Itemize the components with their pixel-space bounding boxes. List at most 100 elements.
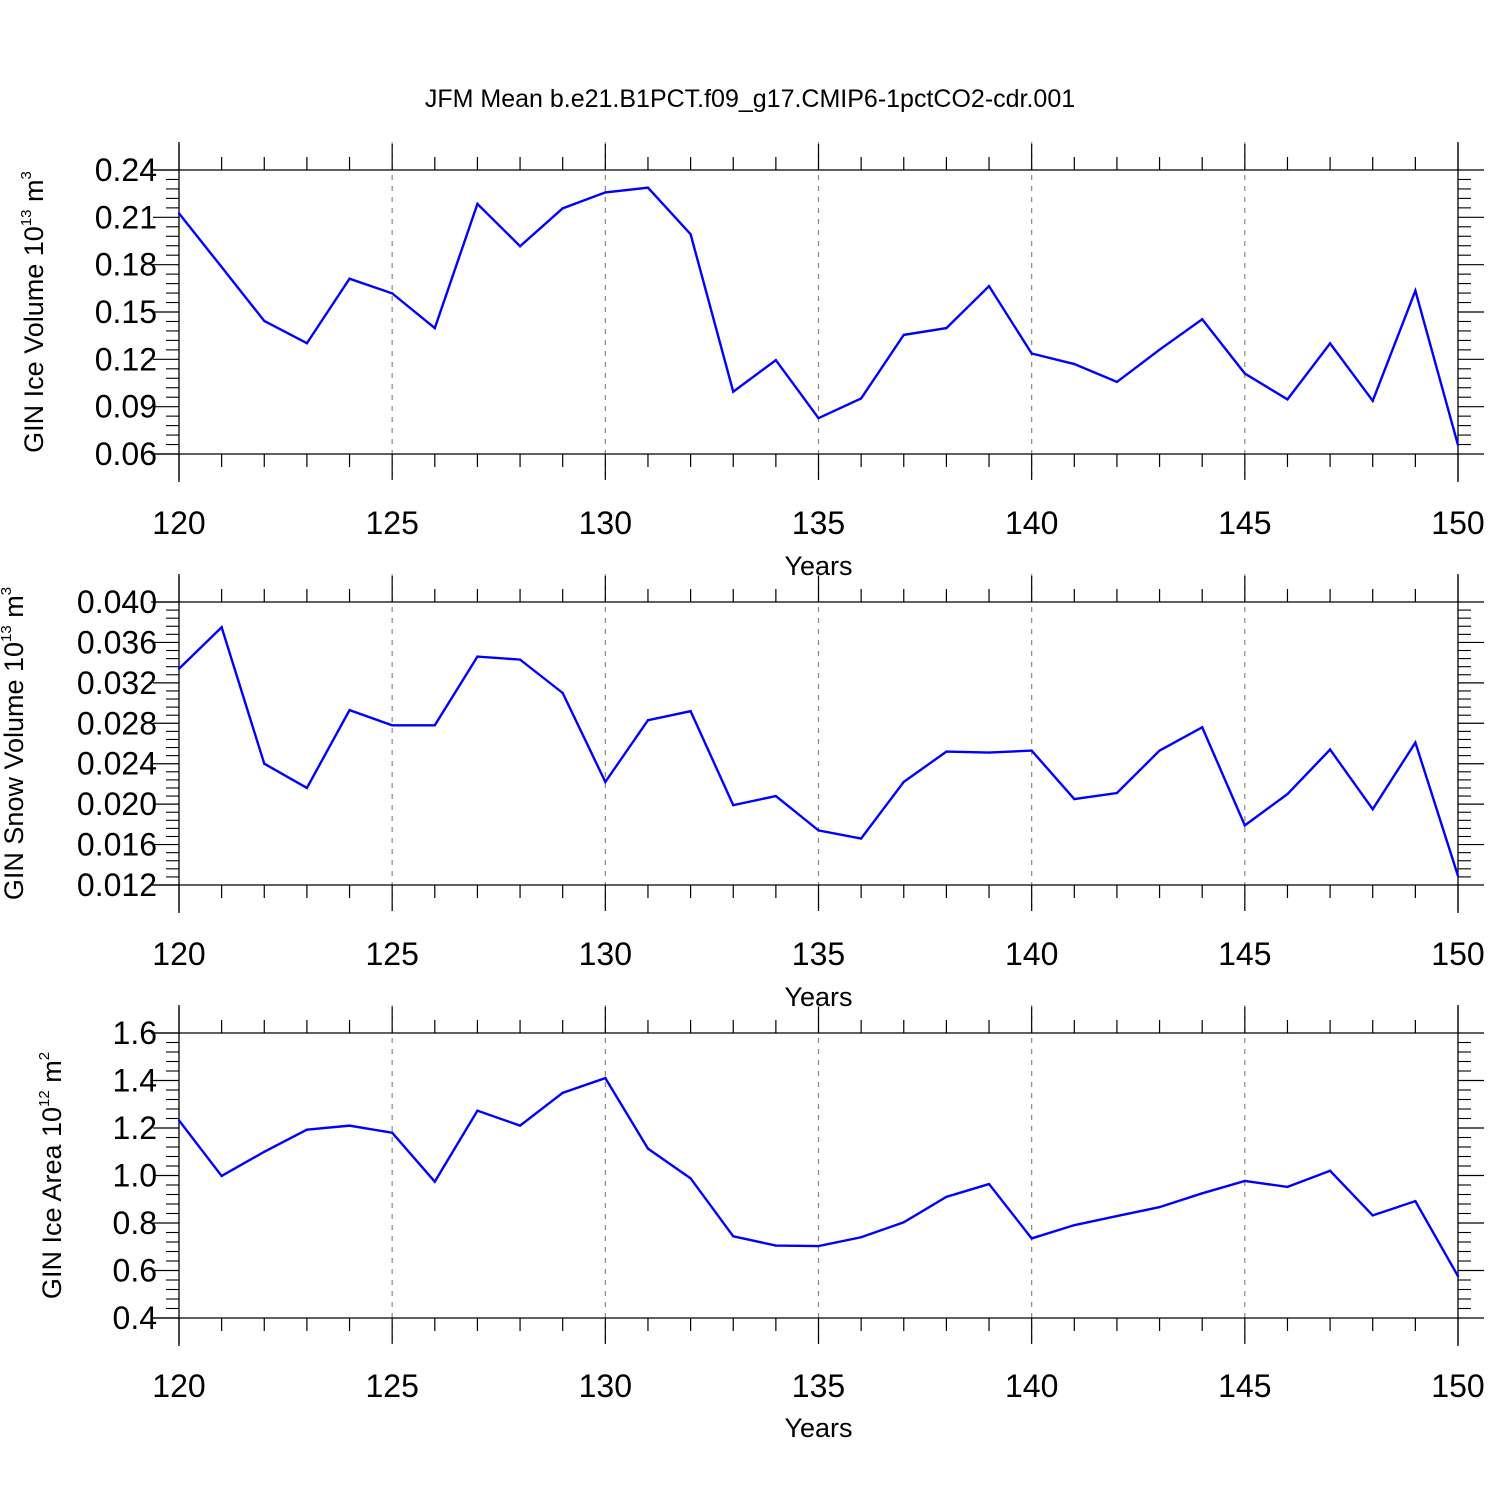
data-point: [902, 333, 905, 337]
data-point: [1456, 874, 1460, 878]
data-point: [1115, 380, 1119, 384]
data-point: [945, 1195, 948, 1199]
x-tick-label: 120: [152, 505, 205, 541]
data-point: [945, 326, 948, 330]
data-point: [859, 837, 863, 840]
y-axis-title-text: GIN Ice Volume 10: [19, 226, 49, 453]
data-point: [732, 390, 735, 393]
x-tick-label: 150: [1431, 1368, 1484, 1404]
data-point: [646, 1147, 650, 1150]
chart-panels: 120 125 130 135 140 145 150 0.06 0.09 0.12 0.15 0.1…: [0, 142, 1485, 1443]
data-point: [1030, 352, 1033, 355]
y-axis-title-superscript: 3: [18, 171, 35, 179]
data-point: [987, 284, 991, 288]
data-point: [1371, 1214, 1374, 1217]
y-tick-label: 1.0: [113, 1158, 157, 1194]
data-point: [1414, 1199, 1417, 1203]
x-tick-label: 125: [365, 505, 418, 541]
y-axis-title-text: GIN Ice Area 10: [37, 1107, 67, 1299]
data-point: [902, 1221, 905, 1224]
x-tick-label: 135: [792, 936, 845, 972]
data-point: [1201, 318, 1204, 321]
data-point: [1328, 342, 1332, 345]
panel-3: 120 125 130 135 140 145 150 0.4 0.6 0.8 1.0 1.2 1.4 1…: [36, 1005, 1485, 1443]
data-point: [348, 1124, 351, 1127]
y-axis-title-superscript: 13: [18, 210, 35, 227]
y-tick-label: 0.020: [77, 786, 157, 822]
data-point: [1030, 1237, 1033, 1240]
data-point: [646, 719, 650, 722]
y-axis-title-superscript: 2: [36, 1052, 53, 1060]
data-point: [518, 245, 522, 248]
data-point: [390, 292, 394, 295]
y-tick-label: 0.4: [113, 1300, 157, 1336]
data-point: [1286, 1185, 1289, 1189]
data-point: [817, 416, 820, 420]
x-tick-label: 140: [1005, 505, 1058, 541]
y-tick-label: 0.21: [95, 199, 157, 235]
y-axis-title-superscript: 3: [0, 587, 15, 595]
data-point: [774, 358, 778, 362]
y-tick-label: 0.06: [95, 436, 157, 472]
y-axis-title-text: m: [37, 1060, 67, 1090]
y-tick-label: 0.12: [95, 341, 157, 377]
data-point: [433, 326, 436, 330]
x-tick-label: 150: [1431, 936, 1484, 972]
y-tick-label: 0.8: [113, 1205, 157, 1241]
x-tick-label: 145: [1218, 936, 1271, 972]
data-point: [1201, 726, 1204, 729]
data-point: [476, 655, 479, 658]
data-point: [518, 1124, 522, 1127]
data-point: [689, 1177, 692, 1180]
x-tick-label: 125: [365, 1368, 418, 1404]
data-point: [561, 691, 564, 695]
data-point: [305, 342, 309, 345]
y-tick-label: 0.15: [95, 294, 157, 330]
data-point: [1456, 1275, 1460, 1278]
data-point: [1158, 749, 1161, 752]
data-point: [263, 762, 266, 765]
data-point: [1371, 807, 1374, 811]
data-point: [1243, 372, 1247, 375]
data-point: [689, 233, 692, 236]
data-point: [1115, 791, 1119, 795]
x-axis-title: Years: [784, 1413, 852, 1443]
data-point: [1243, 1179, 1247, 1183]
data-point: [476, 202, 479, 206]
data-point: [1328, 1169, 1332, 1172]
y-axis-title-text: m: [19, 180, 49, 210]
data-point: [1201, 1192, 1204, 1195]
y-tick-label: 1.6: [113, 1015, 157, 1051]
data-point: [1073, 797, 1076, 801]
y-tick-label: 0.032: [77, 665, 157, 701]
data-point: [945, 750, 948, 753]
y-tick-label: 0.036: [77, 624, 157, 660]
data-point: [390, 1131, 394, 1134]
data-point: [1243, 824, 1247, 827]
x-tick-label: 120: [152, 1368, 205, 1404]
y-tick-label: 0.016: [77, 827, 157, 863]
data-point: [689, 709, 692, 713]
y-axis-title-superscript: 12: [36, 1090, 53, 1107]
y-tick-label: 0.040: [77, 584, 157, 620]
x-tick-label: 135: [792, 1368, 845, 1404]
x-tick-label: 140: [1005, 936, 1058, 972]
data-point: [732, 1235, 735, 1238]
data-point: [1328, 748, 1332, 751]
x-tick-label: 135: [792, 505, 845, 541]
data-point: [1073, 362, 1076, 366]
y-axis-title: GIN Snow Volume 1013 m3: [0, 587, 29, 900]
y-tick-label: 0.6: [113, 1253, 157, 1289]
x-tick-label: 140: [1005, 1368, 1058, 1404]
y-tick-label: 0.024: [77, 746, 157, 782]
y-axis-title: GIN Ice Volume 1013 m3: [18, 171, 49, 453]
data-point: [1158, 1205, 1161, 1209]
data-point: [561, 207, 564, 210]
y-tick-label: 0.012: [77, 867, 157, 903]
y-axis-title-superscript: 13: [0, 625, 15, 642]
x-tick-label: 145: [1218, 1368, 1271, 1404]
data-point: [732, 803, 735, 807]
data-point: [561, 1091, 564, 1095]
data-point: [220, 626, 223, 629]
data-point: [348, 277, 351, 280]
